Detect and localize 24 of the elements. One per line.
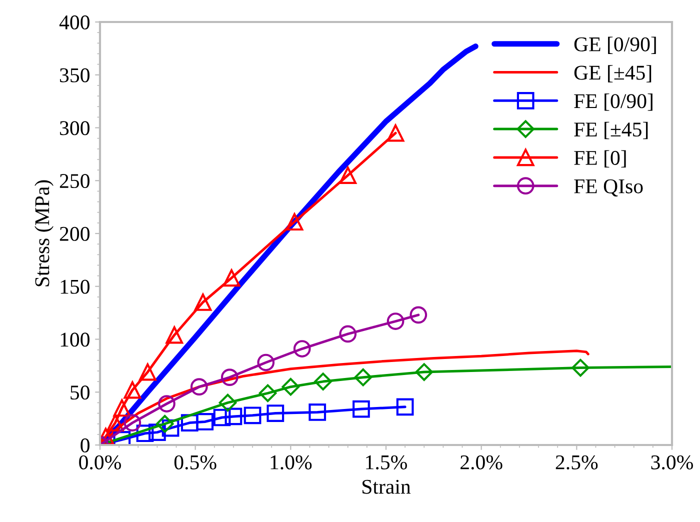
legend-label: FE [±45] xyxy=(574,122,648,140)
x-tick-label: 2.5% xyxy=(556,455,598,470)
x-tick-label: 3.0% xyxy=(651,455,693,470)
y-tick-label: 150 xyxy=(60,280,90,294)
legend-label: FE [0/90] xyxy=(574,94,652,111)
y-tick-label: 300 xyxy=(60,121,90,136)
legend-label: GE [±45] xyxy=(574,65,652,82)
y-tick-label: 350 xyxy=(60,68,90,82)
y-tick-label: 200 xyxy=(60,226,90,241)
x-tick-label: 0.0% xyxy=(79,455,121,470)
x-tick-label: 2.0% xyxy=(460,455,502,470)
legend-label: FE QIso xyxy=(574,179,643,197)
y-tick-label: 250 xyxy=(60,174,90,188)
legend-label: GE [0/90] xyxy=(574,36,656,54)
y-tick-label: 100 xyxy=(60,332,90,347)
y-tick-label: 400 xyxy=(59,15,90,30)
y-tick-label: 50 xyxy=(70,386,90,400)
x-tick-label: 1.5% xyxy=(366,455,407,470)
y-axis-title: Stress (MPa) xyxy=(34,180,54,286)
x-axis-title: Strain xyxy=(362,480,411,494)
x-tick-label: 0.5% xyxy=(174,455,216,470)
legend-label: FE [0] xyxy=(574,150,626,168)
y-tick-label: 0 xyxy=(80,438,90,452)
x-tick-label: 1.0% xyxy=(270,455,312,470)
